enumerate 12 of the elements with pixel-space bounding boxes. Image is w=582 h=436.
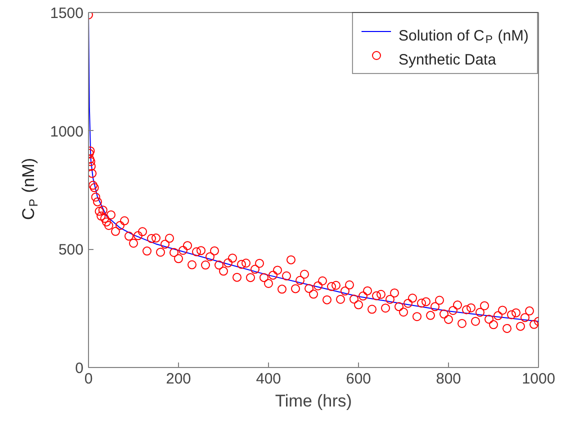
x-tick-label: 200 <box>166 370 192 388</box>
x-tick-label: 800 <box>436 370 462 388</box>
y-tick-label: 1500 <box>50 5 84 22</box>
x-tick-label: 1000 <box>522 370 556 388</box>
y-tick-label: 1000 <box>50 123 84 140</box>
x-tick-label: 600 <box>346 370 372 388</box>
x-axis-title: Time (hrs) <box>275 392 352 410</box>
legend-label: Synthetic Data <box>398 51 497 68</box>
x-tick-label: 400 <box>256 370 282 388</box>
y-axis-title: CP (nM) <box>19 158 40 220</box>
y-tick-label: 500 <box>58 242 84 259</box>
y-tick-label: 0 <box>75 360 84 377</box>
